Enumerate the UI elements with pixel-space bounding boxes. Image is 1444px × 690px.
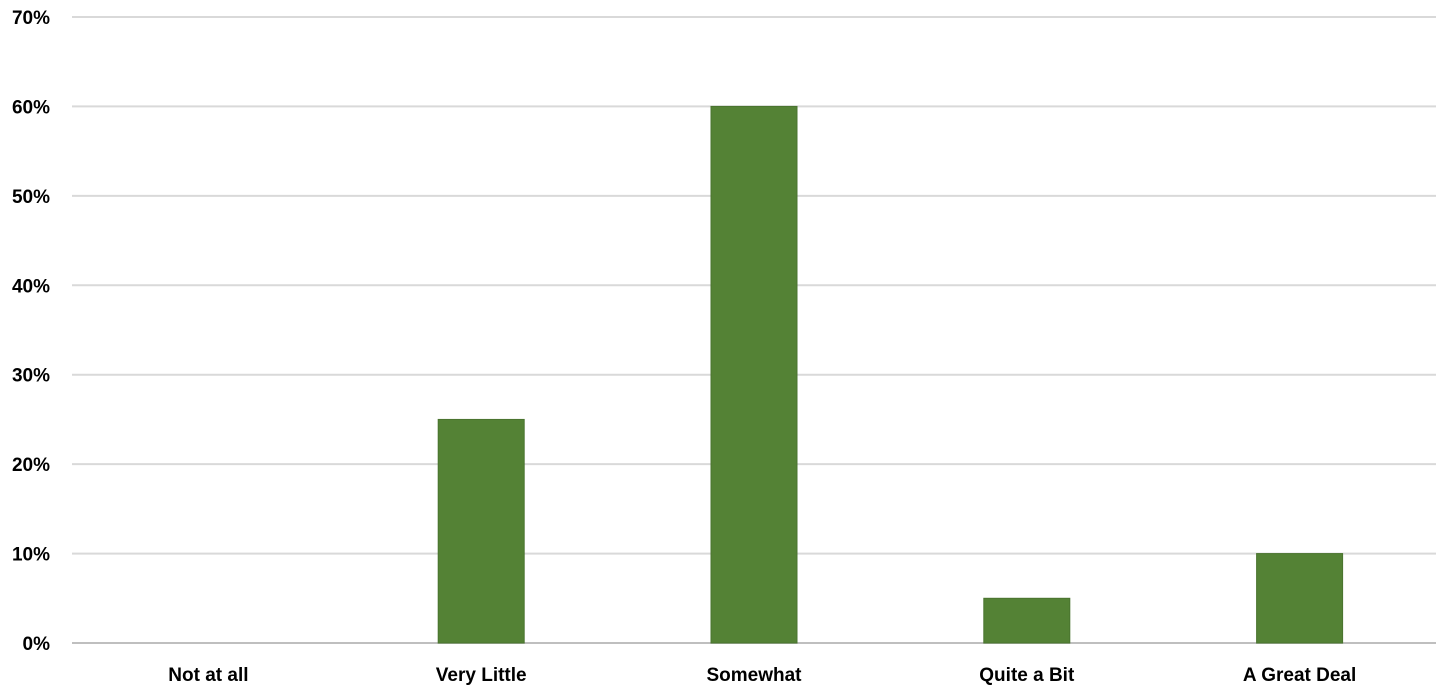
y-tick-label: 60% [12,97,50,118]
y-tick-label: 0% [23,634,51,655]
y-tick-label: 10% [12,545,50,566]
bar-quite-a-bit [983,597,1071,644]
y-axis-tick-labels: 0% 10% 20% 30% 40% 50% 60% 70% [12,8,50,655]
y-tick-label: 30% [12,366,50,387]
bar-somewhat [710,105,798,644]
y-tick-label: 40% [12,276,50,297]
bar-a-great-deal [1256,553,1344,644]
x-tick-label: Somewhat [706,665,802,686]
y-tick-label: 70% [12,8,50,29]
y-tick-label: 20% [12,455,50,476]
bar-very-little [437,418,525,644]
x-tick-label: A Great Deal [1243,665,1356,686]
bars [437,105,1344,644]
y-tick-label: 50% [12,187,50,208]
x-tick-label: Very Little [436,665,527,686]
x-tick-label: Quite a Bit [979,665,1075,686]
x-tick-label: Not at all [168,665,248,686]
x-axis-tick-labels: Not at all Very Little Somewhat Quite a Bit… [168,665,1356,686]
